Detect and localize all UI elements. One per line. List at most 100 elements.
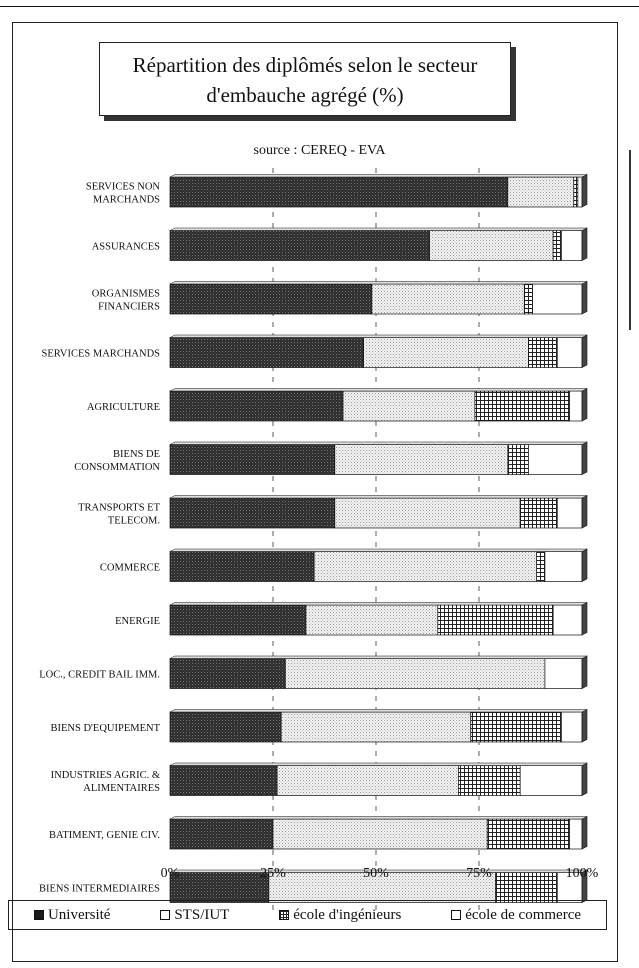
bar-segment: [170, 231, 430, 261]
bar-segment: [557, 338, 582, 368]
category-label: ALIMENTAIRES: [83, 783, 160, 794]
bar-end-face: [582, 335, 587, 368]
bar-top-face: [170, 710, 587, 713]
bar-segment: [281, 712, 471, 742]
bar-segment: [545, 552, 582, 582]
bar-segment: [471, 712, 562, 742]
bar-segment: [475, 391, 570, 421]
bar-segment: [273, 819, 487, 849]
bar-segment: [170, 177, 508, 207]
bar-end-face: [582, 228, 587, 261]
bar-segment: [438, 605, 553, 635]
bar-segment: [557, 498, 582, 528]
category-label: AGRICULTURE: [87, 402, 160, 413]
bar-segment: [285, 659, 545, 689]
legend-item: école de commerce: [451, 907, 581, 924]
bar-top-face: [170, 817, 587, 820]
x-tick-label: 0%: [161, 866, 180, 881]
category-label: LOC., CREDIT BAIL IMM.: [39, 670, 160, 681]
category-label: FINANCIERS: [98, 302, 160, 313]
bar-end-face: [582, 389, 587, 422]
bar-segment: [364, 338, 529, 368]
bar-top-face: [170, 389, 587, 392]
legend-item: Université: [34, 907, 110, 924]
bar-segment: [487, 819, 569, 849]
bar-segment: [372, 284, 524, 314]
bar-segment: [314, 552, 536, 582]
bar-end-face: [582, 442, 587, 475]
bar-segment: [170, 391, 343, 421]
legend-label: école d'ingénieurs: [293, 907, 401, 924]
bar-end-face: [582, 282, 587, 315]
bar-segment: [508, 177, 574, 207]
bar-segment: [335, 498, 520, 528]
bar-segment: [170, 552, 314, 582]
category-label: BIENS DE: [113, 449, 160, 460]
category-label: ASSURANCES: [92, 242, 160, 253]
category-label: ENERGIE: [115, 616, 160, 627]
legend-label: Université: [48, 907, 110, 924]
category-label: MARCHANDS: [93, 195, 160, 206]
category-label: TELECOM.: [108, 516, 160, 527]
legend-label: STS/IUT: [174, 907, 229, 924]
bar-segment: [343, 391, 475, 421]
bar-top-face: [170, 763, 587, 766]
bar-segment: [533, 284, 582, 314]
bar-segment: [277, 766, 458, 796]
bar-end-face: [582, 710, 587, 743]
legend-swatch: [34, 910, 44, 920]
x-tick-label: 75%: [466, 866, 492, 881]
legend-swatch: [279, 910, 289, 920]
bar-top-face: [170, 496, 587, 499]
bar-end-face: [582, 656, 587, 689]
x-tick-label: 100%: [566, 866, 599, 881]
bar-segment: [528, 338, 557, 368]
bar-end-face: [582, 175, 587, 208]
bar-segment: [306, 605, 438, 635]
category-label: TRANSPORTS ET: [78, 503, 161, 514]
category-label: SERVICES NON: [86, 182, 161, 193]
bar-segment: [570, 819, 582, 849]
bar-top-face: [170, 175, 587, 178]
legend-label: école de commerce: [465, 907, 581, 924]
bar-top-face: [170, 656, 587, 659]
bar-segment: [578, 177, 582, 207]
bar-segment: [335, 445, 508, 475]
bar-end-face: [582, 763, 587, 796]
bar-segment: [545, 659, 582, 689]
category-label: BATIMENT, GENIE CIV.: [49, 830, 160, 841]
legend-item: STS/IUT: [160, 907, 229, 924]
bar-segment: [520, 498, 557, 528]
bar-end-face: [582, 496, 587, 529]
category-label: SERVICES MARCHANDS: [42, 349, 161, 360]
bar-segment: [553, 605, 582, 635]
category-label: INDUSTRIES AGRIC. &: [51, 770, 160, 781]
bar-segment: [170, 498, 335, 528]
category-label: COMMERCE: [100, 563, 160, 574]
bar-segment: [520, 766, 582, 796]
bar-segment: [170, 284, 372, 314]
x-tick-label: 25%: [260, 866, 286, 881]
bar-segment: [170, 873, 269, 903]
bar-segment: [430, 231, 554, 261]
bar-top-face: [170, 282, 587, 285]
bar-segment: [458, 766, 520, 796]
bar-segment: [170, 445, 335, 475]
bar-segment: [574, 177, 578, 207]
bar-segment: [170, 712, 281, 742]
bar-top-face: [170, 228, 587, 231]
bar-top-face: [170, 549, 587, 552]
category-label: ORGANISMES: [92, 289, 160, 300]
bar-end-face: [582, 603, 587, 636]
bar-end-face: [582, 549, 587, 582]
category-label: BIENS INTERMEDIAIRES: [39, 884, 160, 895]
bar-segment: [561, 231, 582, 261]
bar-segment: [170, 766, 277, 796]
bar-segment: [528, 445, 582, 475]
bar-segment: [561, 712, 582, 742]
bar-segment: [570, 391, 582, 421]
bar-segment: [553, 231, 561, 261]
legend-swatch: [451, 910, 461, 920]
bar-end-face: [582, 817, 587, 850]
